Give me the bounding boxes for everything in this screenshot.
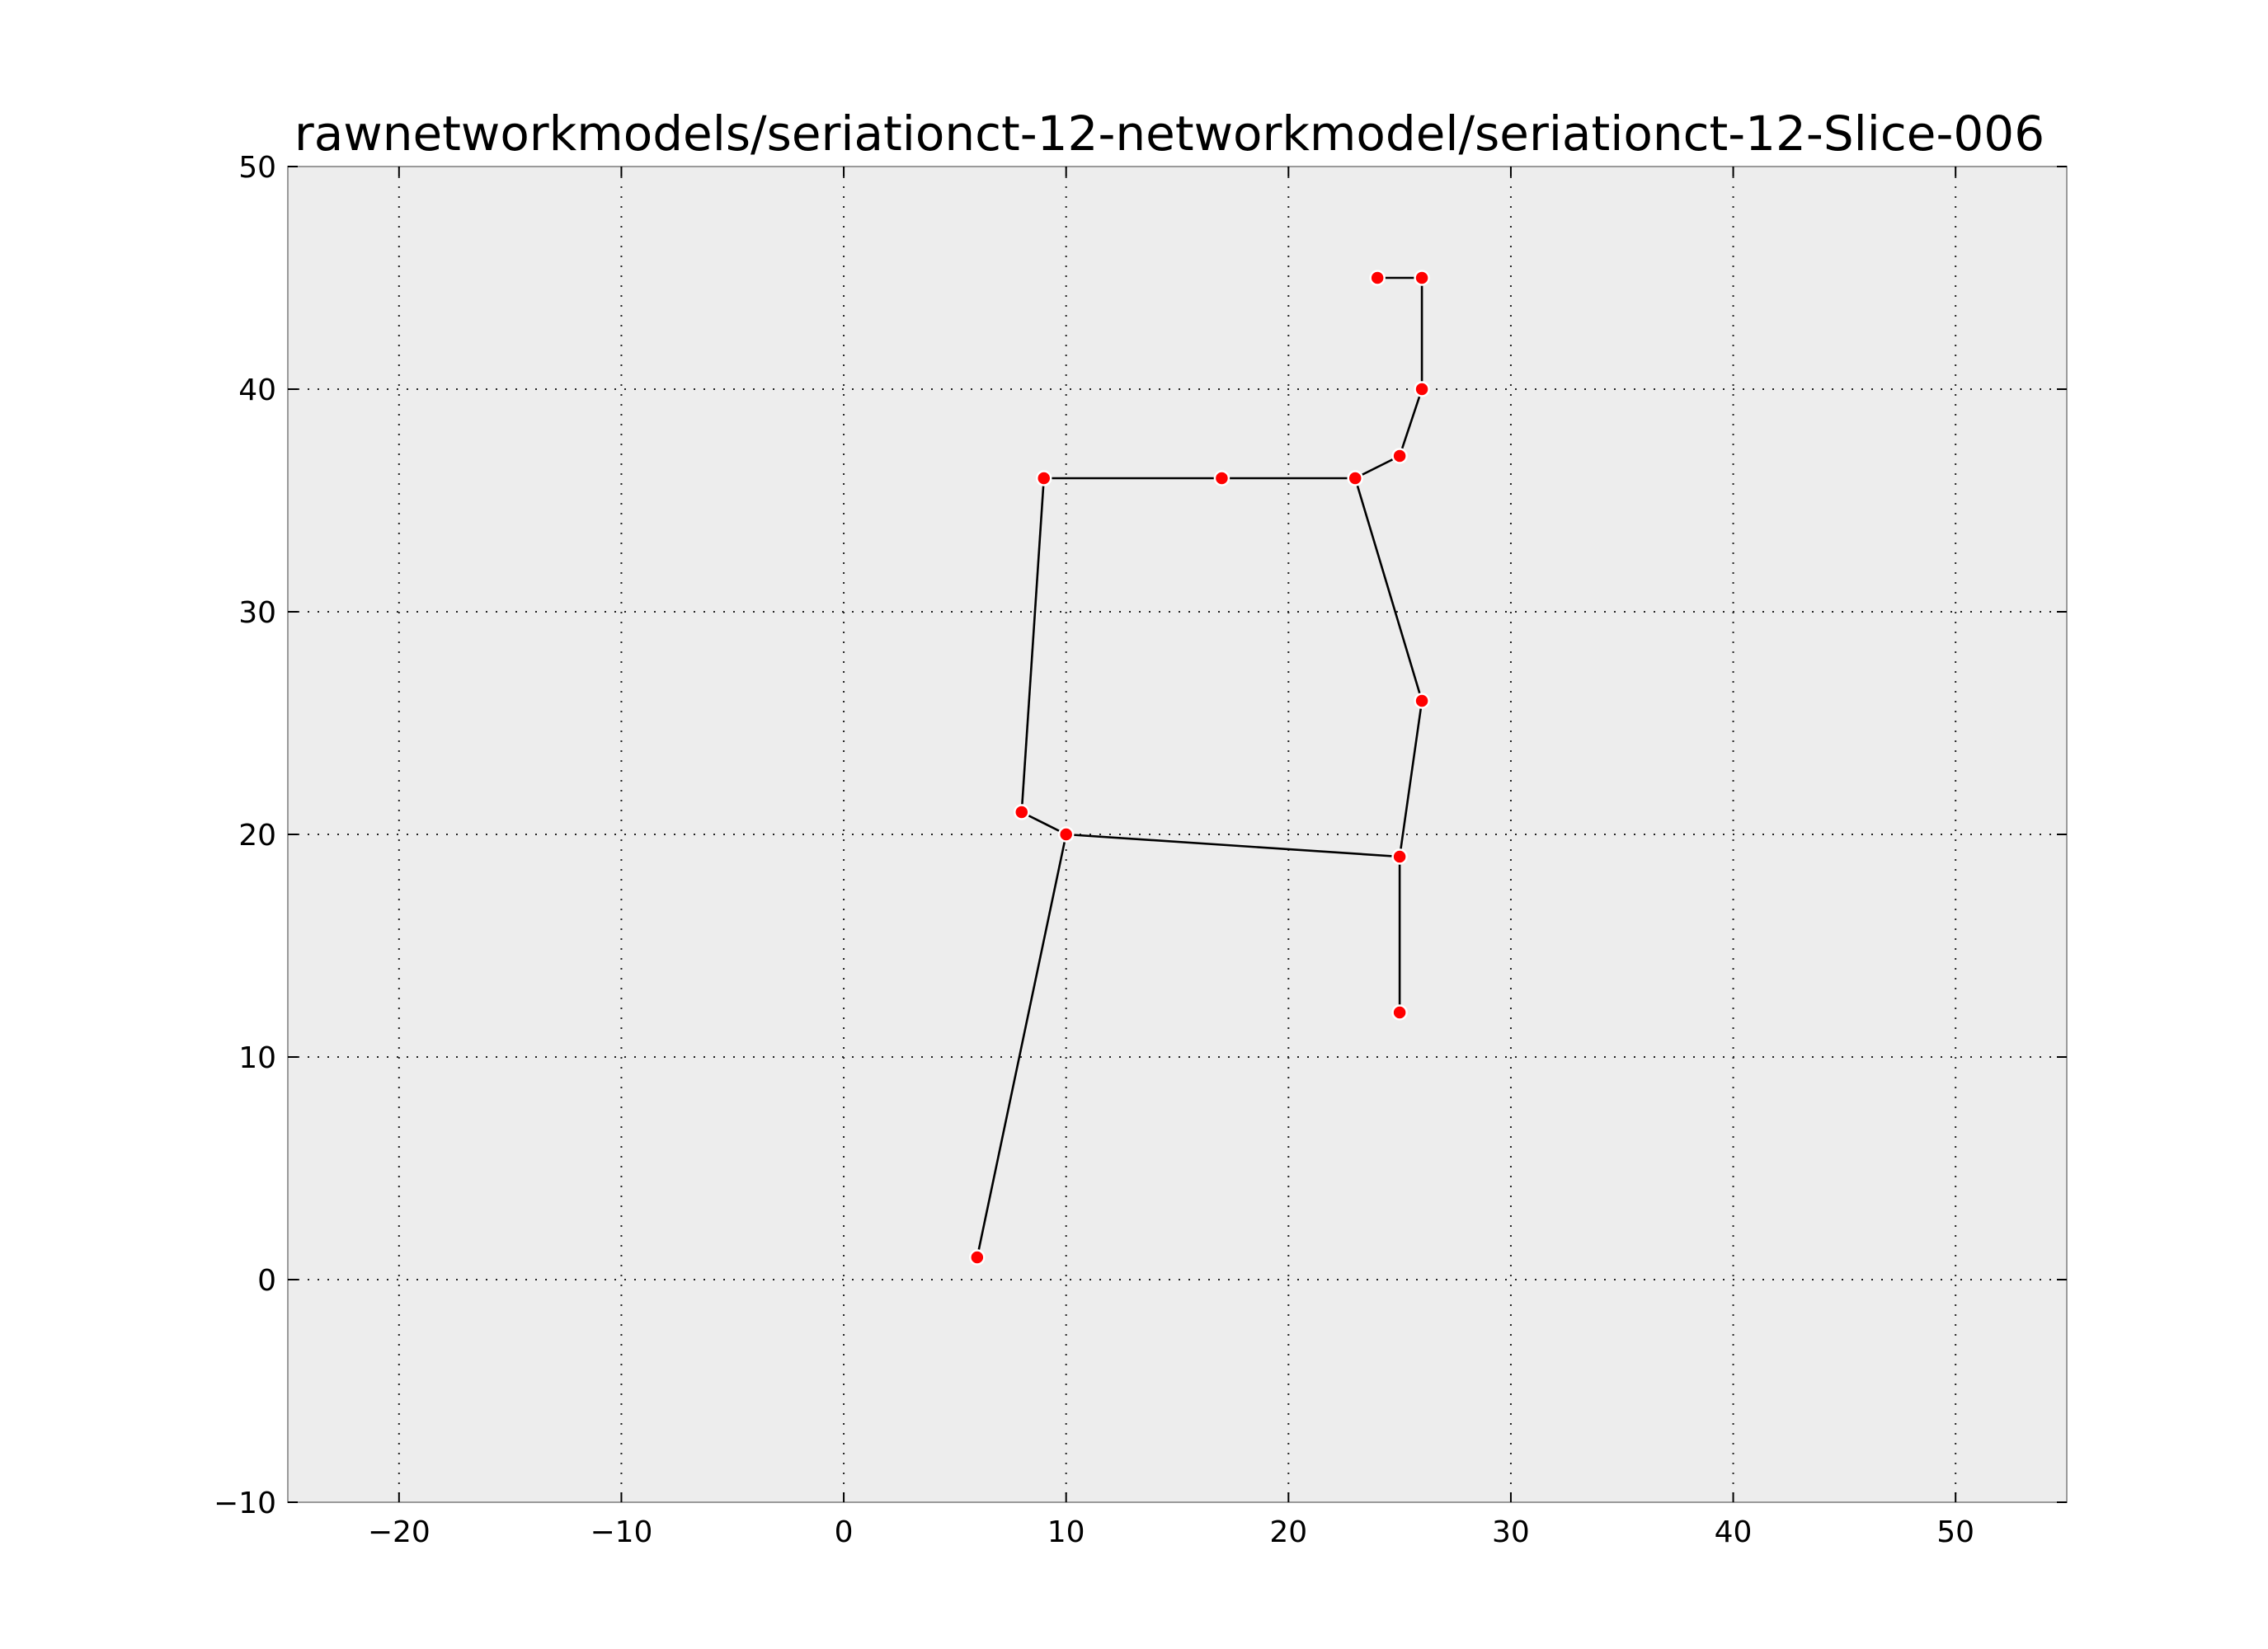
network-node (1057, 826, 1075, 843)
node-layer (969, 270, 1430, 1266)
network-node (1414, 693, 1430, 709)
network-node (1369, 270, 1386, 286)
x-tick-label: −20 (368, 1515, 431, 1549)
network-edge (976, 834, 1067, 1258)
x-tick-label: 30 (1492, 1515, 1530, 1549)
network-node (1391, 1004, 1408, 1021)
network-node (1414, 270, 1430, 286)
y-tick-label: 40 (238, 373, 276, 407)
network-edge (1398, 700, 1423, 857)
edge-layer (976, 276, 1423, 1258)
network-edge (1021, 810, 1067, 836)
x-tick-label: −10 (590, 1515, 652, 1549)
y-tick-label: 50 (238, 151, 276, 185)
y-tick-label: 10 (238, 1041, 276, 1075)
network-edge (1354, 454, 1400, 480)
y-tick-label: −10 (214, 1487, 276, 1520)
network-edge (1020, 477, 1046, 813)
network-node (1014, 804, 1030, 820)
chart-title: rawnetworkmodels/seriationct-12-networkm… (294, 106, 2044, 162)
network-node (1391, 848, 1408, 865)
x-tick-label: 20 (1269, 1515, 1307, 1549)
x-tick-labels: −20 −10 0 10 20 30 40 50 (368, 1515, 1974, 1549)
y-tick-label: 30 (238, 596, 276, 630)
plot-area (288, 167, 2067, 1502)
x-tick-label: 40 (1715, 1515, 1753, 1549)
tick-layer (288, 166, 2067, 1503)
y-tick-label: 20 (238, 819, 276, 853)
network-node (1391, 448, 1408, 464)
network-node (1414, 381, 1430, 397)
x-tick-label: 0 (835, 1515, 854, 1549)
network-node (969, 1249, 986, 1266)
y-tick-label: 0 (257, 1264, 276, 1298)
network-node (1035, 470, 1052, 486)
y-tick-labels: −10 0 10 20 30 40 50 (214, 151, 276, 1520)
x-tick-label: 50 (1936, 1515, 1974, 1549)
network-node (1213, 470, 1230, 486)
network-node (1347, 470, 1363, 486)
x-tick-label: 10 (1047, 1515, 1085, 1549)
network-edge (1353, 477, 1423, 702)
network-edge (1066, 833, 1400, 858)
network-edge (1398, 388, 1423, 457)
